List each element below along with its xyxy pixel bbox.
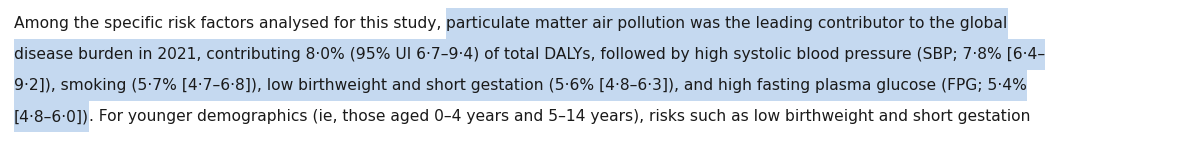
Bar <box>14 39 1045 70</box>
Text: 9·2]), smoking (5·7% [4·7–6·8]), low birthweight and short gestation (5·6% [4·8–: 9·2]), smoking (5·7% [4·7–6·8]), low bir… <box>14 78 1027 93</box>
Text: [4·8–6·0]): [4·8–6·0]) <box>14 109 89 124</box>
Bar <box>446 8 1008 39</box>
Text: Among the specific risk factors analysed for this study,: Among the specific risk factors analysed… <box>14 16 446 31</box>
Bar <box>14 70 1027 101</box>
Bar <box>14 101 89 132</box>
Text: . For younger demographics (ie, those aged 0–4 years and 5–14 years), risks such: . For younger demographics (ie, those ag… <box>89 109 1031 124</box>
Text: disease burden in 2021, contributing 8·0% (95% UI 6·7–9·4) of total DALYs, follo: disease burden in 2021, contributing 8·0… <box>14 47 1045 62</box>
Text: particulate matter air pollution was the leading contributor to the global: particulate matter air pollution was the… <box>446 16 1008 31</box>
